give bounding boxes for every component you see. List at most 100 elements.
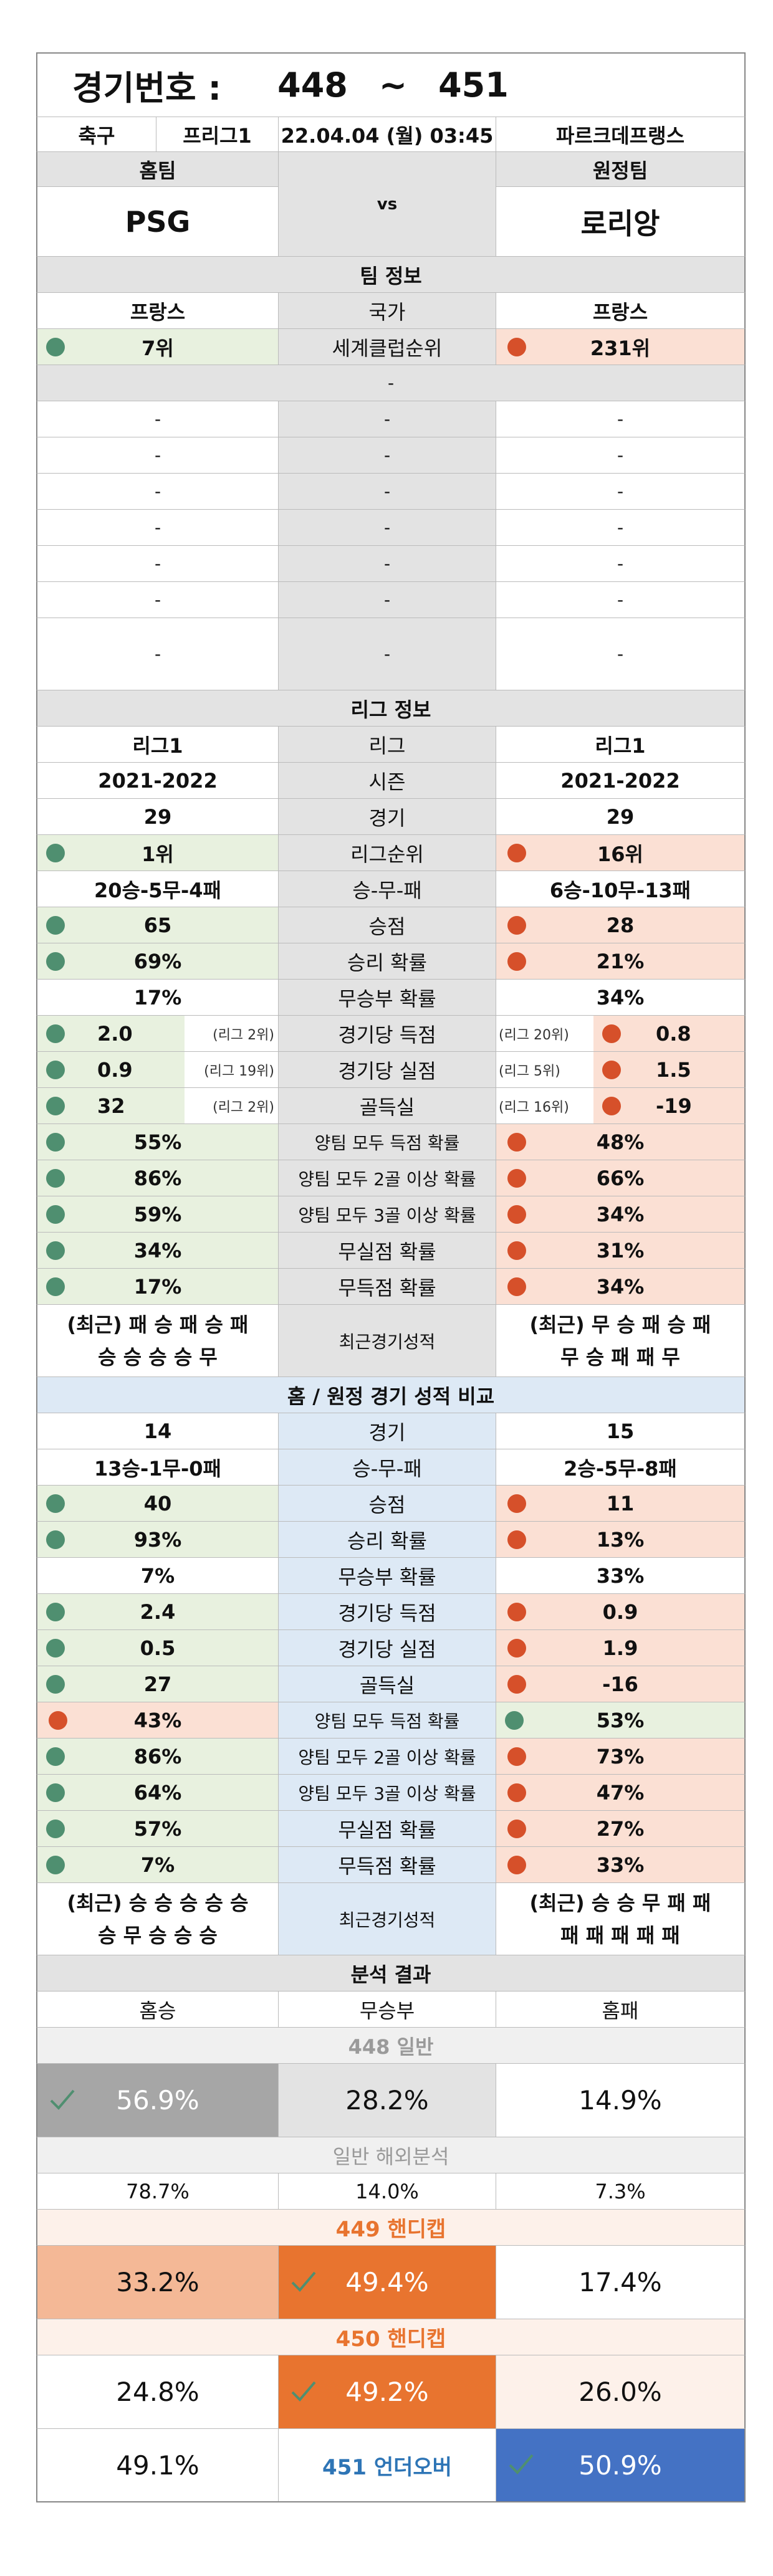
green-dot-icon bbox=[46, 843, 65, 862]
orange-dot-icon bbox=[507, 1277, 526, 1296]
stat-label: 경기 bbox=[278, 799, 496, 834]
overseas-home: 78.7% bbox=[126, 2179, 190, 2203]
stat-label: 골득실 bbox=[278, 1088, 496, 1123]
home-value: - bbox=[154, 644, 161, 664]
home-team-label: 홈팀 bbox=[37, 152, 278, 187]
home-value: 93% bbox=[37, 1522, 278, 1557]
home-value: 57% bbox=[37, 1811, 278, 1846]
team-info-row: --- bbox=[36, 510, 746, 546]
general-title-row: 448 일반 bbox=[36, 2028, 746, 2064]
stat-label: 무실점 확률 bbox=[278, 1811, 496, 1846]
away-value: - bbox=[617, 481, 624, 502]
orange-dot-icon bbox=[507, 1855, 526, 1874]
stat-label: 양팀 모두 2골 이상 확률 bbox=[278, 1160, 496, 1196]
row-label: - bbox=[278, 437, 496, 473]
col-home-win: 홈승 bbox=[139, 1998, 176, 2023]
orange-dot-icon bbox=[507, 337, 526, 356]
green-dot-icon bbox=[46, 337, 65, 356]
world-rank-row: 7위 세계클럽순위 231위 bbox=[36, 329, 746, 365]
away-country: 프랑스 bbox=[592, 300, 648, 324]
sport: 축구 bbox=[78, 123, 115, 148]
away-value: 29 bbox=[606, 804, 635, 829]
away-league-rank: (리그 16위) bbox=[499, 1099, 569, 1115]
stat-row: 59% 양팀 모두 3골 이상 확률 34% bbox=[36, 1196, 746, 1233]
home-value: - bbox=[154, 517, 161, 538]
match-number-label: 경기번호 : bbox=[72, 69, 222, 108]
away-value: (리그 20위) 0.8 bbox=[496, 1016, 744, 1051]
home-value: 17% bbox=[133, 985, 182, 1009]
home-value: 64% bbox=[37, 1775, 278, 1810]
home-value: 리그1 bbox=[132, 733, 183, 758]
away-league-rank: (리그 20위) bbox=[499, 1027, 569, 1043]
green-dot-icon bbox=[46, 1096, 65, 1115]
green-dot-icon bbox=[46, 1132, 65, 1152]
orange-dot-icon bbox=[602, 1024, 621, 1043]
away-value: - bbox=[617, 589, 624, 610]
stat-row: 20승-5무-4패 승-무-패 6승-10무-13패 bbox=[36, 871, 746, 907]
home-world-rank: 7위 bbox=[37, 329, 278, 365]
away-value: 11 bbox=[496, 1486, 744, 1521]
away-value: (리그 16위) -19 bbox=[496, 1088, 744, 1123]
recent-home-away-label: 최근경기성적 bbox=[278, 1883, 496, 1955]
stat-label: 양팀 모두 득점 확률 bbox=[278, 1124, 496, 1160]
home-league-rank: (리그 2위) bbox=[213, 1099, 274, 1115]
away-value: -16 bbox=[496, 1666, 744, 1702]
recent-results-label: 최근경기성적 bbox=[278, 1305, 496, 1376]
green-dot-icon bbox=[46, 1277, 65, 1296]
green-dot-icon bbox=[46, 1060, 65, 1079]
stat-label: 골득실 bbox=[278, 1666, 496, 1702]
home-value: 69% bbox=[37, 943, 278, 979]
stat-row: 29 경기 29 bbox=[36, 799, 746, 835]
overseas-analysis-row: 78.7% 14.0% 7.3% bbox=[36, 2173, 746, 2210]
green-dot-icon bbox=[46, 1205, 65, 1224]
match-datetime: 22.04.04 (월) 03:45 bbox=[278, 117, 496, 151]
orange-dot-icon bbox=[507, 1747, 526, 1766]
team-info-title-row: 팀 정보 bbox=[36, 257, 746, 293]
home-away-title-row: 홈 / 원정 경기 성적 비교 bbox=[36, 1377, 746, 1413]
home-value: 2.4 bbox=[37, 1594, 278, 1629]
team-info-row: --- bbox=[36, 437, 746, 474]
away-value: - bbox=[617, 409, 624, 429]
stat-row: 14 경기 15 bbox=[36, 1413, 746, 1449]
stat-label: 무승부 확률 bbox=[278, 1558, 496, 1593]
check-icon bbox=[50, 2089, 75, 2110]
stat-label: 승리 확률 bbox=[278, 943, 496, 979]
handicap450-row: 24.8% 49.2% 26.0% bbox=[36, 2355, 746, 2429]
stat-label: 리그 bbox=[278, 727, 496, 762]
stat-row: 40 승점 11 bbox=[36, 1486, 746, 1522]
away-team-name: 로리앙 bbox=[580, 206, 660, 241]
row-label: - bbox=[278, 474, 496, 509]
green-dot-icon bbox=[46, 1783, 65, 1802]
row-label: - bbox=[278, 618, 496, 690]
home-league-rank: (리그 2위) bbox=[213, 1027, 274, 1043]
handicap449-draw-pick: 49.4% bbox=[278, 2246, 496, 2319]
away-value: 0.9 bbox=[496, 1594, 744, 1629]
teams-block: 홈팀 PSG vs 원정팀 로리앙 bbox=[36, 152, 746, 257]
handicap450-draw-pick: 49.2% bbox=[278, 2355, 496, 2428]
underover-row: 49.1% 451 언더오버 50.9% bbox=[36, 2429, 746, 2502]
green-dot-icon bbox=[46, 1855, 65, 1874]
stat-label: 시즌 bbox=[278, 763, 496, 798]
stat-row: 55% 양팀 모두 득점 확률 48% bbox=[36, 1124, 746, 1160]
stat-row: 43% 양팀 모두 득점 확률 53% bbox=[36, 1702, 746, 1739]
stadium: 파르크데프랭스 bbox=[555, 123, 685, 148]
green-dot-icon bbox=[46, 1674, 65, 1694]
stat-label: 무실점 확률 bbox=[278, 1233, 496, 1268]
away-value: 53% bbox=[496, 1702, 744, 1738]
stat-row: 13승-1무-0패 승-무-패 2승-5무-8패 bbox=[36, 1449, 746, 1486]
match-number-from: 448 bbox=[277, 65, 348, 105]
green-dot-icon bbox=[46, 915, 65, 935]
green-dot-icon bbox=[46, 1024, 65, 1043]
stat-label: 경기당 실점 bbox=[278, 1052, 496, 1087]
overseas-away: 7.3% bbox=[595, 2179, 646, 2203]
row-label: - bbox=[278, 582, 496, 618]
away-value: 27% bbox=[496, 1811, 744, 1846]
team-info-empty-rows: --------------------- bbox=[36, 401, 746, 690]
stat-row: 57% 무실점 확률 27% bbox=[36, 1811, 746, 1847]
stat-row: 32 (리그 2위) 골득실 (리그 16위) -19 bbox=[36, 1088, 746, 1124]
away-value: - bbox=[617, 553, 624, 574]
home-value: 55% bbox=[37, 1124, 278, 1160]
